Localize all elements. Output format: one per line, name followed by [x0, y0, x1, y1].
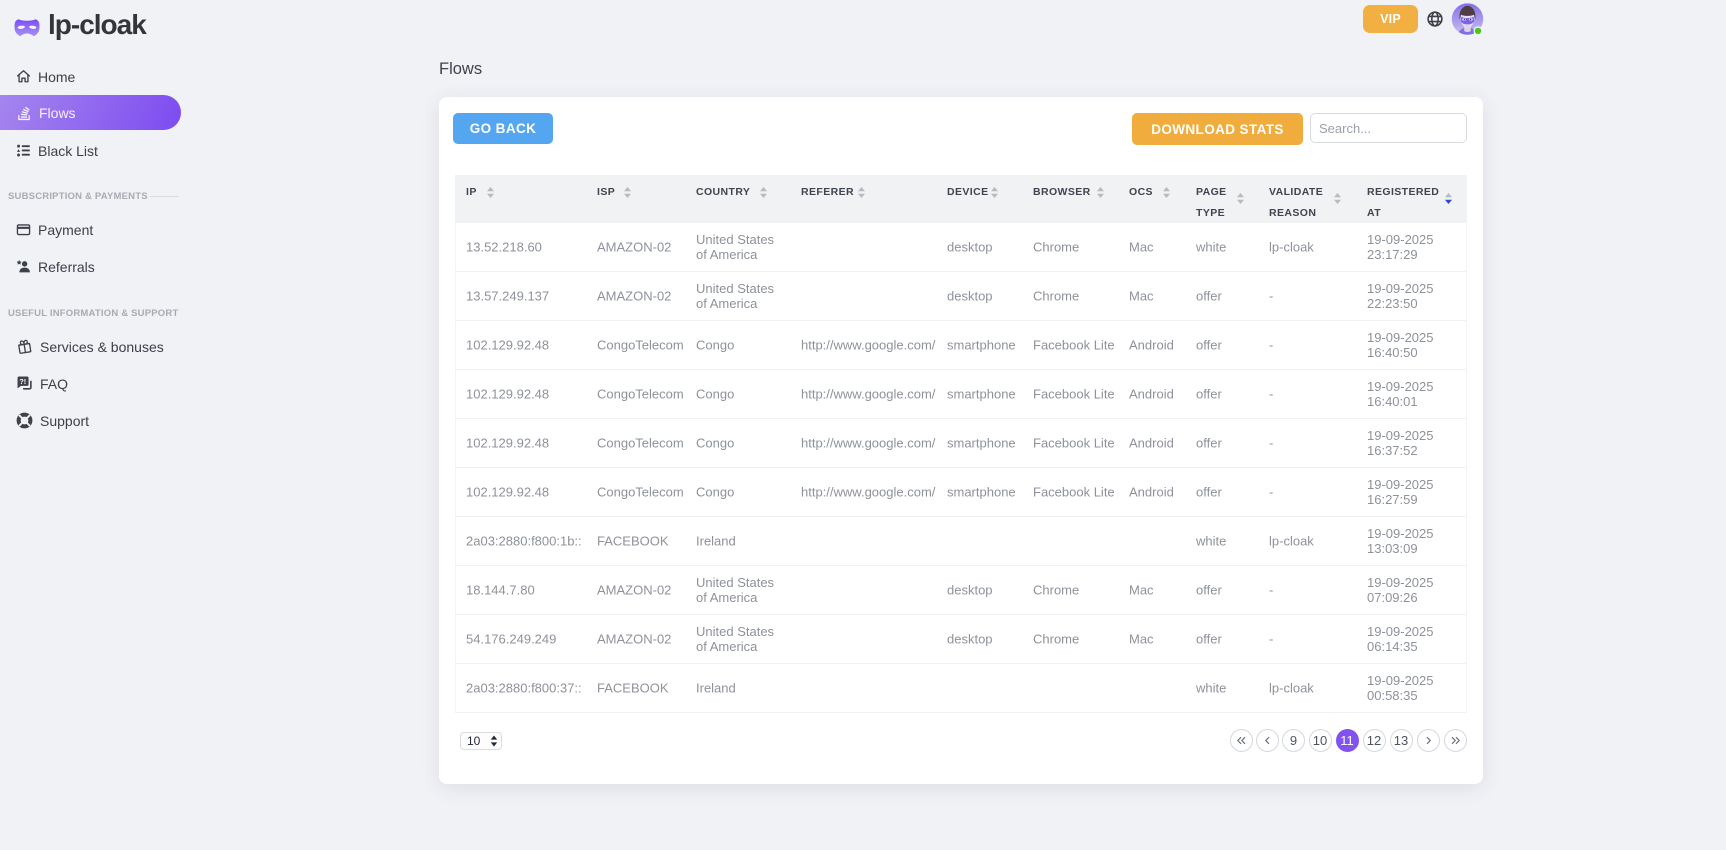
svg-text:?!: ?!	[19, 377, 26, 386]
